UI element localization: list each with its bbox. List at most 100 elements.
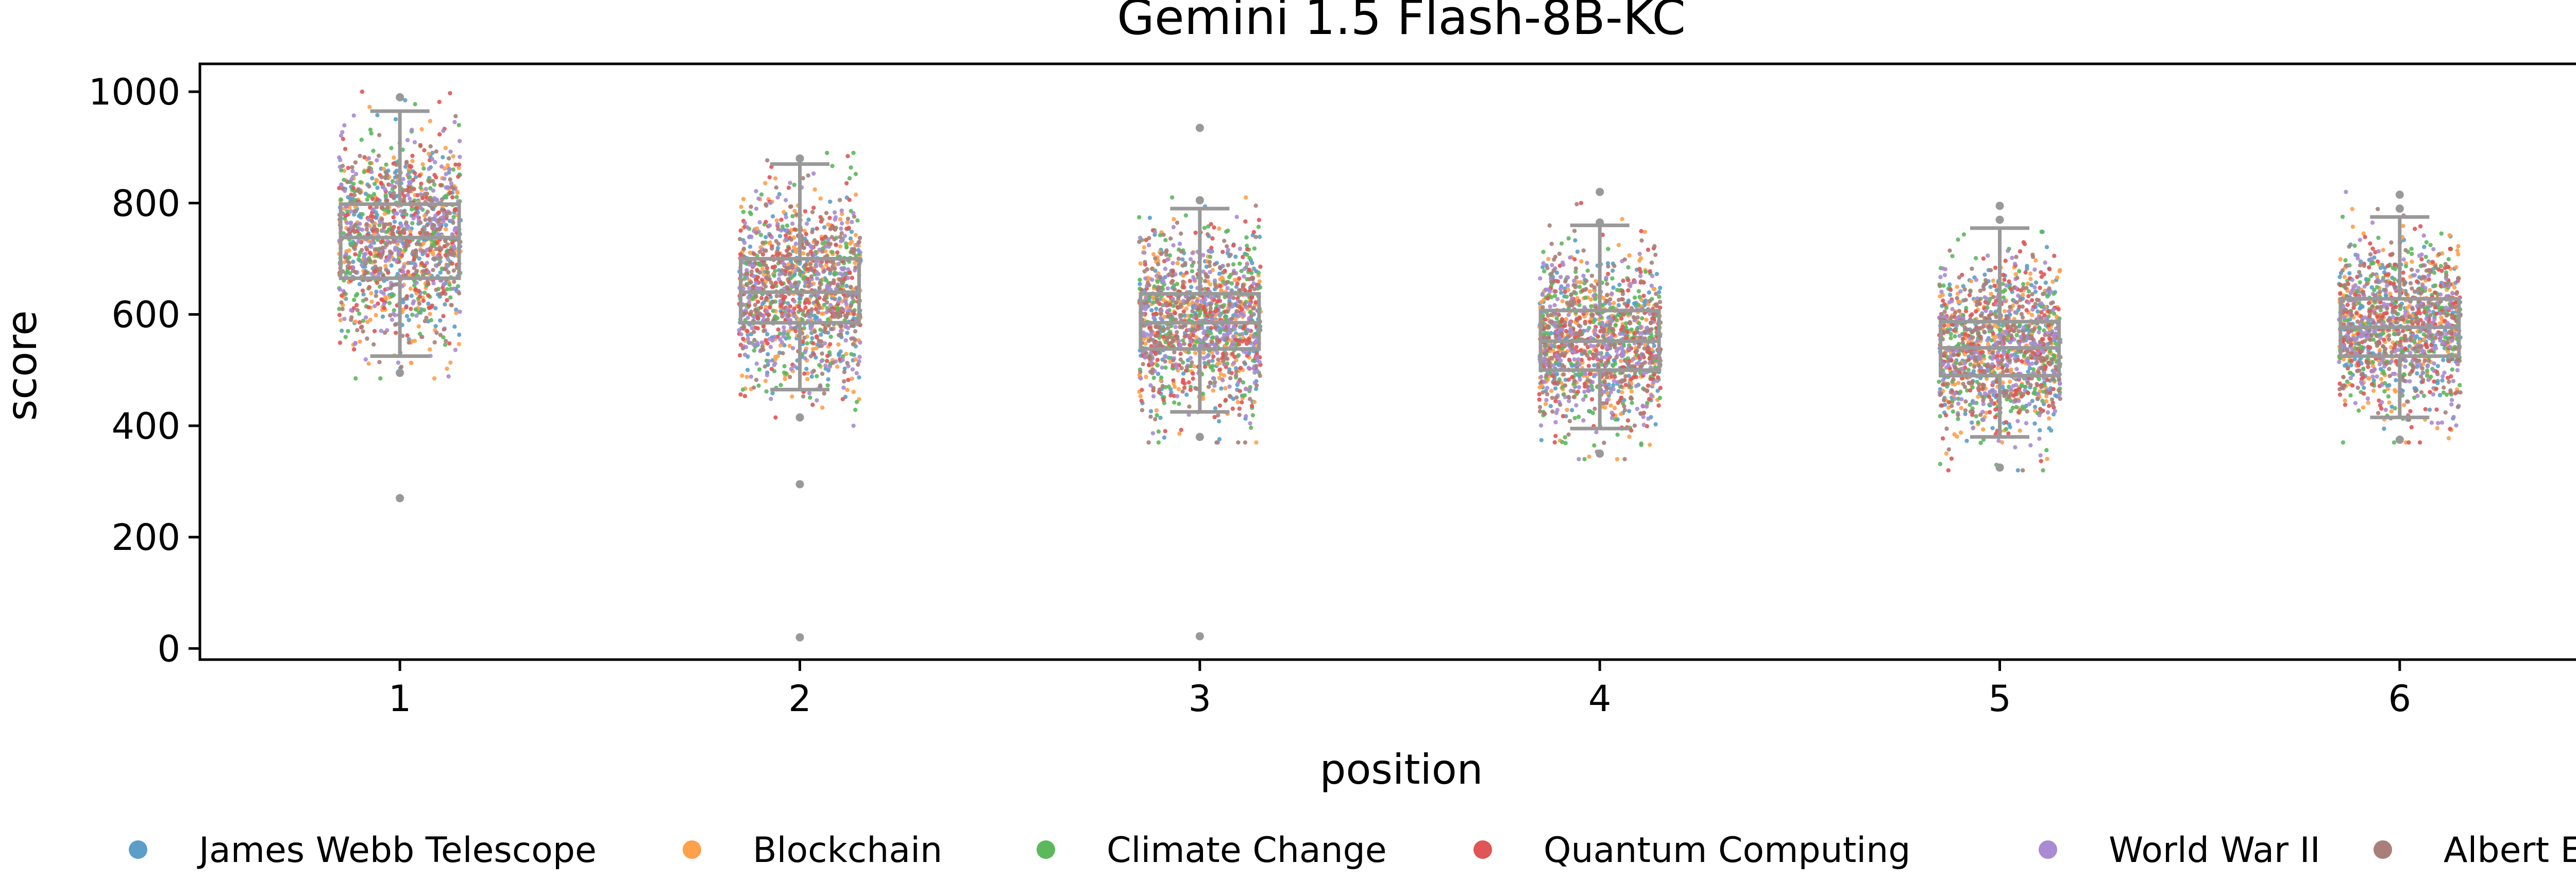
data-point bbox=[752, 252, 757, 256]
data-point bbox=[445, 242, 450, 247]
data-point bbox=[1176, 296, 1181, 301]
data-point bbox=[1231, 360, 1236, 365]
data-point bbox=[1570, 375, 1574, 379]
data-point bbox=[455, 191, 460, 195]
data-point bbox=[392, 191, 396, 196]
data-point bbox=[761, 272, 766, 277]
data-point bbox=[752, 315, 756, 319]
data-point bbox=[765, 308, 769, 314]
data-point bbox=[739, 204, 743, 209]
data-point bbox=[431, 179, 435, 183]
data-point bbox=[406, 318, 411, 322]
data-point bbox=[839, 226, 843, 231]
data-point bbox=[1242, 274, 1246, 279]
data-point bbox=[776, 327, 781, 332]
data-point bbox=[389, 263, 394, 268]
data-point bbox=[402, 188, 406, 193]
data-point bbox=[819, 332, 823, 337]
data-point bbox=[1142, 245, 1146, 250]
data-point bbox=[1253, 235, 1258, 239]
data-point bbox=[1144, 351, 1149, 355]
data-point bbox=[1219, 288, 1224, 292]
data-point bbox=[1224, 337, 1229, 342]
data-point bbox=[1592, 327, 1597, 332]
data-point bbox=[1155, 279, 1160, 284]
data-point bbox=[349, 308, 353, 313]
data-point bbox=[1178, 342, 1183, 348]
data-point bbox=[829, 326, 834, 332]
data-point bbox=[384, 297, 388, 301]
data-point bbox=[1639, 229, 1643, 234]
data-point bbox=[803, 263, 807, 268]
data-point bbox=[741, 197, 746, 201]
data-point bbox=[1237, 406, 1242, 411]
data-point bbox=[792, 326, 797, 331]
data-point bbox=[1183, 213, 1188, 218]
data-point bbox=[809, 268, 814, 272]
data-point bbox=[1210, 358, 1215, 363]
data-point bbox=[842, 379, 846, 384]
data-point bbox=[835, 250, 840, 255]
data-point bbox=[1256, 225, 1261, 229]
data-point bbox=[773, 268, 777, 273]
data-point bbox=[1171, 338, 1176, 342]
data-point bbox=[782, 370, 787, 375]
data-point bbox=[792, 227, 797, 232]
data-point bbox=[1145, 332, 1149, 337]
data-point bbox=[752, 274, 756, 279]
data-point bbox=[448, 149, 453, 154]
data-point bbox=[1154, 324, 1158, 329]
data-point bbox=[752, 385, 756, 390]
data-point bbox=[1620, 390, 1624, 394]
data-point bbox=[359, 137, 364, 142]
data-point bbox=[763, 378, 768, 383]
data-point bbox=[826, 241, 831, 246]
data-point bbox=[343, 147, 348, 151]
data-point bbox=[1147, 283, 1151, 287]
data-point bbox=[759, 340, 764, 345]
data-point bbox=[1217, 271, 1222, 276]
data-point bbox=[358, 339, 362, 344]
data-point bbox=[364, 315, 368, 320]
data-point bbox=[1213, 380, 1217, 385]
data-point bbox=[452, 119, 457, 125]
data-point bbox=[438, 270, 443, 275]
data-point bbox=[792, 299, 797, 304]
data-point bbox=[404, 212, 409, 217]
data-point bbox=[766, 270, 770, 275]
data-point bbox=[1248, 288, 1252, 293]
data-point bbox=[818, 281, 822, 286]
data-point bbox=[843, 241, 849, 246]
data-point bbox=[1253, 387, 1259, 391]
data-point bbox=[1257, 279, 1262, 284]
data-point bbox=[1162, 327, 1166, 332]
data-point bbox=[1161, 334, 1166, 339]
data-point bbox=[796, 317, 801, 322]
data-point bbox=[803, 313, 808, 318]
data-point bbox=[1581, 418, 1586, 423]
data-point bbox=[762, 364, 767, 369]
data-point bbox=[830, 164, 835, 168]
data-point bbox=[745, 315, 750, 320]
data-point bbox=[375, 185, 380, 190]
data-point bbox=[1251, 334, 1256, 339]
data-point bbox=[849, 352, 854, 356]
data-point bbox=[832, 278, 836, 283]
data-point bbox=[428, 347, 432, 352]
data-point bbox=[1200, 325, 1205, 330]
data-point bbox=[1190, 269, 1195, 273]
data-point bbox=[384, 170, 389, 176]
data-point bbox=[1648, 442, 1652, 447]
data-point bbox=[357, 227, 362, 231]
data-point bbox=[1224, 327, 1228, 332]
data-point bbox=[1609, 334, 1614, 339]
data-point bbox=[1549, 388, 1554, 393]
data-point bbox=[1153, 230, 1157, 235]
data-point bbox=[761, 262, 766, 267]
data-point bbox=[352, 209, 357, 214]
data-point bbox=[815, 374, 819, 378]
data-point bbox=[754, 206, 759, 211]
data-point bbox=[393, 184, 397, 189]
data-point bbox=[784, 237, 788, 242]
data-point bbox=[809, 274, 814, 279]
